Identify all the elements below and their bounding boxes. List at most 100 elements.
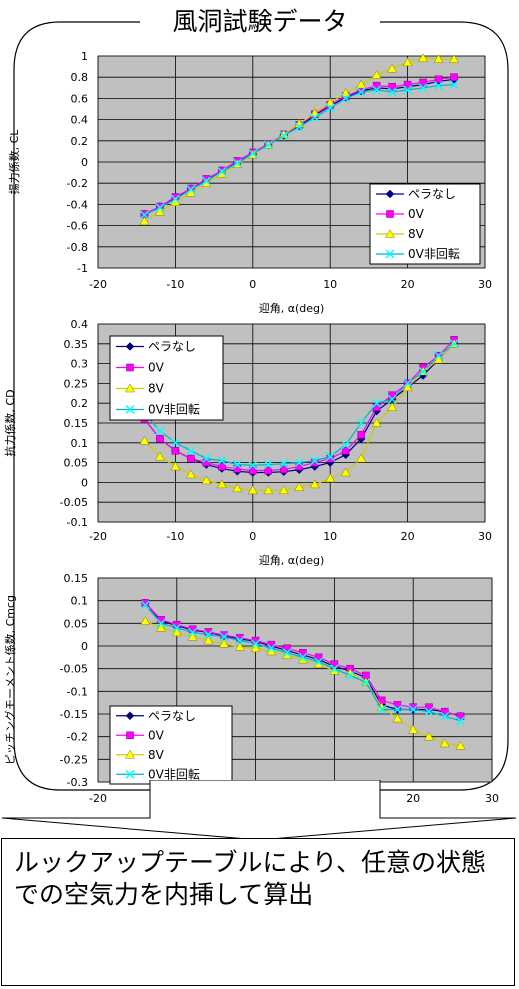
conclusion-box: ルックアップテーブルにより、任意の状態での空気力を内挿して算出 xyxy=(1,838,515,986)
x-tick-label: 0 xyxy=(249,278,256,291)
data-point xyxy=(310,112,320,123)
data-point xyxy=(408,704,418,714)
y-tick-label: -0.2 xyxy=(67,177,88,190)
x-axis-label: 迎角, α(deg) xyxy=(259,302,325,315)
y-tick-label: -1 xyxy=(77,262,88,275)
data-point xyxy=(434,75,443,84)
data-point xyxy=(186,185,196,195)
legend-label: ペラなし xyxy=(148,709,196,723)
x-tick-label: 30 xyxy=(485,792,499,802)
data-point xyxy=(440,711,450,721)
data-point xyxy=(455,740,466,750)
y-tick-label: -0.8 xyxy=(67,241,88,254)
data-point xyxy=(201,176,211,186)
data-point xyxy=(235,636,245,646)
y-tick-label: 0.6 xyxy=(71,92,89,105)
data-point xyxy=(140,616,151,625)
data-point xyxy=(185,469,196,479)
legend-marker xyxy=(385,189,395,199)
data-point xyxy=(266,643,276,653)
y-tick-label: 0.05 xyxy=(64,617,89,630)
data-point xyxy=(282,648,292,658)
y-tick-label: 0.25 xyxy=(64,377,89,390)
y-tick-label: -0.05 xyxy=(60,663,88,676)
data-point xyxy=(155,203,165,213)
data-point xyxy=(341,446,350,455)
data-point xyxy=(314,657,324,667)
data-point xyxy=(217,456,227,466)
y-tick-label: 0.2 xyxy=(71,397,89,410)
data-point xyxy=(263,485,274,495)
data-point xyxy=(449,54,459,63)
data-point xyxy=(449,80,459,90)
legend-label: ペラなし xyxy=(408,187,456,201)
data-point xyxy=(249,466,257,475)
data-point xyxy=(171,627,182,637)
lift-coefficient-chart: -1 -0.8 -0.6 -0.4 -0.2 0 0.2 0.4 0.6 0.8 1 -20 -10 0 1… xyxy=(8,50,492,315)
data-point xyxy=(419,78,427,87)
data-point xyxy=(156,435,164,443)
data-point xyxy=(403,378,413,388)
y-tick-label: -0.25 xyxy=(60,753,88,766)
y-tick-label: -0.6 xyxy=(67,220,88,233)
y-tick-label: 0.15 xyxy=(64,417,89,430)
data-point xyxy=(408,724,419,734)
legend-marker xyxy=(385,228,395,238)
data-point xyxy=(264,466,273,475)
data-point xyxy=(217,167,227,177)
data-point xyxy=(325,473,336,483)
legend-marker xyxy=(125,749,135,759)
data-point xyxy=(218,462,226,471)
data-point xyxy=(356,453,367,463)
data-point xyxy=(372,398,382,408)
data-point xyxy=(372,85,382,95)
legend-box xyxy=(369,183,481,265)
data-point xyxy=(402,382,413,392)
data-point xyxy=(219,632,229,642)
legend-label: 8V xyxy=(148,382,165,396)
legend-marker xyxy=(126,363,134,372)
data-point xyxy=(424,707,434,717)
data-point xyxy=(172,623,182,633)
x-tick-label: -20 xyxy=(89,278,107,291)
data-point xyxy=(263,140,273,150)
data-point xyxy=(294,458,304,468)
data-point xyxy=(248,460,258,470)
data-point xyxy=(356,79,367,89)
x-tick-label: 20 xyxy=(401,278,415,291)
legend-marker xyxy=(385,249,395,259)
drag-coefficient-chart: -0.1 -0.05 0 0.05 0.1 0.15 0.2 0.25 0.3 0.35 0.4 -2… xyxy=(3,318,492,567)
data-point xyxy=(340,88,351,97)
legend-label: 0V xyxy=(408,207,425,221)
x-tick-label: 20 xyxy=(406,792,420,802)
data-point xyxy=(371,417,382,427)
legend-marker xyxy=(125,404,135,415)
data-point xyxy=(371,70,382,79)
y-tick-label: 0.35 xyxy=(64,338,89,351)
conclusion-text: ルックアップテーブルにより、任意の状態での空気力を内挿して算出 xyxy=(14,848,487,909)
legend-label: 0V xyxy=(148,361,165,375)
data-point xyxy=(434,351,444,361)
data-point xyxy=(251,639,261,649)
data-point xyxy=(203,630,213,640)
data-point xyxy=(310,458,319,467)
y-tick-label: 0 xyxy=(81,156,88,169)
x-tick-label: -10 xyxy=(166,278,184,291)
data-point xyxy=(341,440,351,450)
y-tick-label: 0.2 xyxy=(71,135,89,148)
data-point xyxy=(232,483,243,493)
data-point xyxy=(220,631,228,639)
data-point xyxy=(356,418,366,428)
data-point xyxy=(139,435,150,445)
data-point xyxy=(450,73,458,81)
data-point xyxy=(216,479,227,489)
data-point xyxy=(232,460,242,470)
data-point xyxy=(154,451,165,461)
data-point xyxy=(388,82,396,91)
data-point xyxy=(329,664,339,674)
x-axis-label: 迎角, α(deg) xyxy=(259,554,325,567)
y-tick-label: 1 xyxy=(81,50,88,63)
y-tick-label: 0.05 xyxy=(64,457,89,470)
legend-label: 8V xyxy=(148,748,165,762)
y-tick-label: 0 xyxy=(81,476,88,489)
